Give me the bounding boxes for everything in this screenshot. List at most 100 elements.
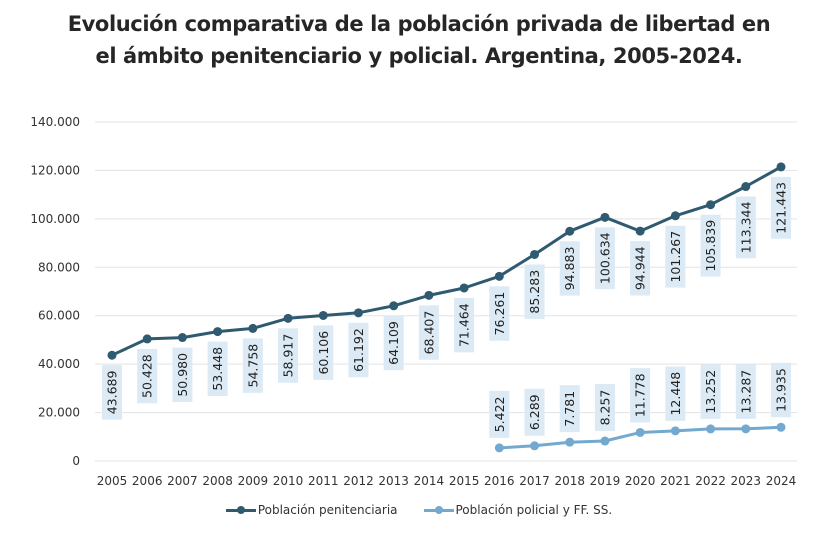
data-label-box	[313, 325, 334, 380]
data-label-0: 60.106	[313, 325, 334, 380]
x-tick-label: 2007	[167, 474, 198, 488]
data-label-text: 13.252	[703, 370, 718, 414]
x-tick-label: 2013	[378, 474, 409, 488]
data-label-box	[102, 365, 122, 420]
data-label-text: 53.448	[210, 347, 225, 391]
data-label-box	[489, 286, 510, 341]
x-tick-label: 2009	[238, 474, 269, 488]
data-label-text: 64.109	[386, 321, 401, 365]
data-label-box	[594, 384, 615, 432]
data-label-box	[735, 364, 756, 419]
data-point-1	[741, 424, 751, 434]
data-label-1: 13.287	[735, 364, 756, 419]
data-point-1	[494, 443, 504, 453]
data-label-0: 50.980	[172, 347, 193, 402]
data-point-0	[600, 212, 610, 222]
data-point-0	[389, 301, 399, 311]
data-label-box	[594, 227, 615, 290]
data-label-box	[524, 264, 545, 319]
data-label-box	[665, 366, 686, 421]
data-label-text: 105.839	[703, 220, 718, 272]
data-label-text: 71.464	[457, 303, 472, 347]
data-point-1	[530, 441, 540, 451]
data-label-text: 68.407	[421, 311, 436, 355]
data-point-1	[776, 422, 786, 432]
x-tick-label: 2024	[766, 474, 797, 488]
data-label-text: 54.758	[245, 344, 260, 388]
data-label-text: 76.261	[492, 292, 507, 336]
chart-title: Evolución comparativa de la población pr…	[0, 8, 838, 72]
data-label-0: 100.634	[594, 227, 615, 290]
data-label-box	[665, 225, 686, 288]
y-tick-label: 40.000	[38, 357, 80, 371]
data-label-text: 43.689	[105, 371, 120, 415]
data-label-text: 94.883	[562, 247, 577, 291]
data-point-1	[635, 427, 645, 437]
data-label-0: 94.944	[630, 241, 651, 296]
data-label-box	[242, 338, 263, 393]
data-label-0: 54.758	[242, 338, 263, 393]
x-tick-label: 2012	[343, 474, 374, 488]
data-point-0	[530, 249, 540, 259]
x-tick-label: 2015	[449, 474, 480, 488]
data-label-0: 113.344	[735, 196, 756, 259]
chart-title-line-1: Evolución comparativa de la población pr…	[67, 12, 771, 36]
x-tick-label: 2010	[273, 474, 304, 488]
data-label-box	[383, 315, 404, 371]
data-label-box	[559, 241, 580, 296]
x-tick-label: 2020	[625, 474, 656, 488]
data-point-0	[213, 327, 223, 337]
x-tick-label: 2008	[202, 474, 233, 488]
data-label-text: 13.935	[774, 368, 789, 412]
data-label-1: 5.422	[489, 390, 510, 438]
data-label-text: 113.344	[738, 202, 753, 254]
data-label-text: 7.781	[562, 391, 577, 427]
data-label-box	[207, 341, 228, 396]
x-tick-label: 2021	[660, 474, 691, 488]
legend-item-policial: Población policial y FF. SS.	[423, 503, 612, 517]
data-label-text: 12.448	[668, 372, 683, 416]
legend-swatch-penitenciaria	[225, 504, 256, 516]
data-label-0: 68.407	[418, 305, 439, 360]
data-label-box	[137, 348, 158, 404]
data-label-0: 121.443	[771, 176, 791, 239]
data-label-text: 101.267	[668, 231, 683, 283]
x-tick-label: 2023	[731, 474, 762, 488]
legend-swatch-policial	[423, 504, 454, 516]
data-point-0	[494, 271, 504, 281]
data-label-box	[700, 364, 721, 419]
data-label-text: 94.944	[633, 246, 648, 290]
x-tick-label: 2022	[695, 474, 726, 488]
data-point-1	[600, 436, 610, 446]
data-label-0: 53.448	[207, 341, 228, 396]
x-tick-label: 2005	[97, 474, 128, 488]
data-label-box	[454, 297, 475, 353]
data-label-text: 61.192	[351, 328, 366, 372]
x-tick-label: 2006	[132, 474, 163, 488]
data-label-text: 50.980	[175, 353, 190, 397]
legend-item-penitenciaria: Población penitenciaria	[225, 503, 398, 517]
data-label-text: 60.106	[316, 331, 331, 375]
y-tick-label: 140.000	[30, 115, 80, 129]
data-point-0	[706, 200, 716, 210]
data-label-box	[278, 328, 299, 383]
y-tick-label: 100.000	[30, 212, 80, 226]
x-tick-label: 2016	[484, 474, 515, 488]
x-tick-label: 2018	[554, 474, 585, 488]
chart-legend: Población penitenciaria Población polici…	[0, 503, 838, 517]
data-point-0	[459, 283, 469, 293]
x-tick-label: 2014	[414, 474, 445, 488]
data-point-0	[635, 226, 645, 236]
data-point-1	[670, 426, 680, 436]
data-label-text: 8.257	[597, 390, 612, 426]
data-label-box	[489, 390, 510, 438]
data-label-0: 105.839	[700, 214, 721, 277]
data-label-1: 12.448	[665, 366, 686, 421]
data-label-0: 71.464	[454, 297, 475, 353]
data-point-0	[741, 182, 751, 192]
y-tick-label: 120.000	[30, 163, 80, 177]
data-point-0	[142, 334, 152, 344]
data-label-1: 7.781	[559, 385, 580, 433]
data-point-0	[353, 308, 363, 318]
data-label-1: 6.289	[524, 388, 545, 436]
